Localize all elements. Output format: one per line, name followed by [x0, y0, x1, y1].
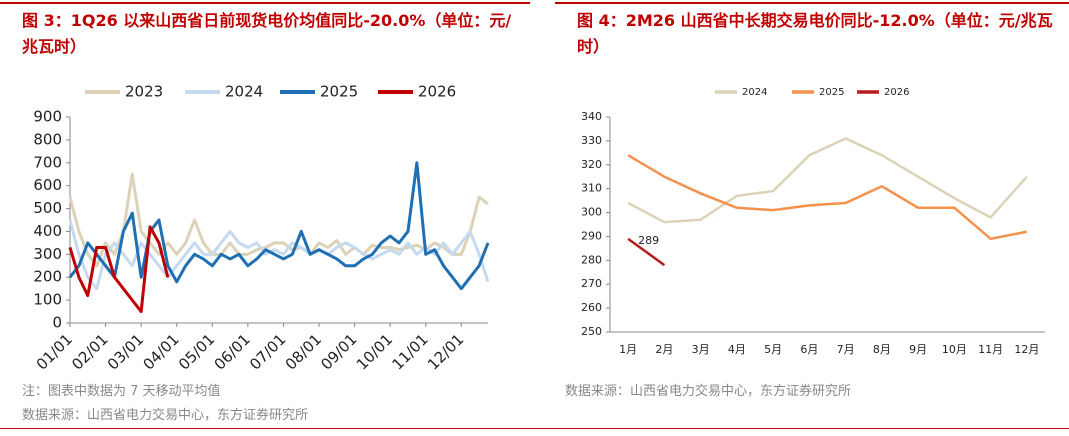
y-tick-label: 900: [33, 108, 62, 126]
y-tick-label: 300: [581, 206, 602, 219]
x-tick-label: 04/01: [139, 330, 182, 373]
y-tick-label: 330: [581, 134, 602, 147]
series-line: [627, 237, 666, 267]
chart: 0 100 200 300 400 500 600 700 800 900 01/0102/0103…: [33, 83, 490, 374]
x-tick-label: 12/01: [424, 330, 467, 373]
y-tick-label: 100: [33, 291, 62, 309]
y-tick-label: 600: [33, 176, 62, 194]
series-line: [627, 154, 1028, 241]
chart-title: 图 3：1Q26 以来山西省日前现货电价均值同比-20.0%（单位：元/兆瓦时）: [22, 11, 512, 56]
series-line: [68, 225, 170, 314]
source: 数据来源：山西省电力交易中心，东方证券研究所: [22, 408, 309, 423]
legend-label: 2024: [742, 87, 767, 98]
x-tick-label: 12月: [1014, 343, 1039, 356]
y-tick-label: 700: [33, 153, 62, 171]
y-tick-label: 270: [581, 277, 602, 290]
legend-label: 2023: [125, 83, 163, 101]
x-tick-label: 01/01: [33, 330, 76, 373]
y-tick-label: 290: [581, 229, 602, 242]
legend-label: 2025: [819, 87, 844, 98]
y-tick-label: 280: [581, 253, 602, 266]
x-tick-label: 06/01: [211, 330, 254, 373]
x-tick-label: 11/01: [388, 330, 431, 373]
x-tick-label: 10月: [942, 343, 967, 356]
x-tick-label: 6月: [800, 343, 818, 356]
y-tick-label: 260: [581, 301, 602, 314]
y-tick-label: 800: [33, 130, 62, 148]
chart: 250 260 270 280 290 300 310 320 330 340 1月 2月 3月 4月 5月…: [581, 87, 1045, 356]
panel: 图 4：2M26 山西省中长期交易电价同比-12.0%（单位：元/兆瓦时） 25…: [555, 0, 1069, 436]
x-tick-label: 05/01: [175, 330, 218, 373]
x-tick-label: 1月: [619, 343, 637, 356]
x-tick-label: 3月: [692, 343, 710, 356]
y-tick-label: 320: [581, 158, 602, 171]
y-tick-label: 200: [33, 268, 62, 286]
x-tick-label: 7月: [837, 343, 855, 356]
data-label: 289: [638, 234, 659, 247]
series-line: [68, 161, 490, 291]
x-tick-label: 9月: [909, 343, 927, 356]
x-tick-label: 4月: [728, 343, 746, 356]
y-tick-label: 400: [33, 222, 62, 240]
x-tick-label: 11月: [978, 343, 1003, 356]
y-tick-label: 310: [581, 182, 602, 195]
rule: [555, 2, 1069, 4]
legend-label: 2026: [418, 83, 456, 101]
note: 注：图表中数据为 7 天移动平均值: [22, 384, 221, 399]
x-tick-label: 09/01: [317, 330, 360, 373]
chart-title: 图 4：2M26 山西省中长期交易电价同比-12.0%（单位：元/兆瓦时）: [577, 11, 1053, 56]
y-tick-label: 340: [581, 110, 602, 123]
legend-label: 2025: [320, 83, 358, 101]
panel: 图 3：1Q26 以来山西省日前现货电价均值同比-20.0%（单位：元/兆瓦时）…: [0, 0, 530, 436]
rule: [0, 2, 530, 4]
series-line: [68, 219, 490, 291]
legend-label: 2024: [225, 83, 263, 101]
legend-label: 2026: [884, 87, 909, 98]
x-tick-label: 08/01: [282, 330, 325, 373]
rule: [0, 428, 1069, 429]
series-line: [68, 172, 489, 268]
source: 数据来源：山西省电力交易中心，东方证券研究所: [565, 384, 852, 399]
x-tick-label: 03/01: [104, 330, 147, 373]
x-tick-label: 02/01: [68, 330, 111, 373]
x-tick-label: 5月: [764, 343, 782, 356]
y-tick-label: 0: [52, 314, 62, 332]
series-line: [627, 137, 1028, 224]
x-tick-label: 07/01: [246, 330, 289, 373]
x-tick-label: 10/01: [353, 330, 396, 373]
x-tick-label: 8月: [873, 343, 891, 356]
y-tick-label: 250: [581, 325, 602, 338]
x-tick-label: 2月: [655, 343, 673, 356]
y-tick-label: 300: [33, 245, 62, 263]
y-tick-label: 500: [33, 199, 62, 217]
